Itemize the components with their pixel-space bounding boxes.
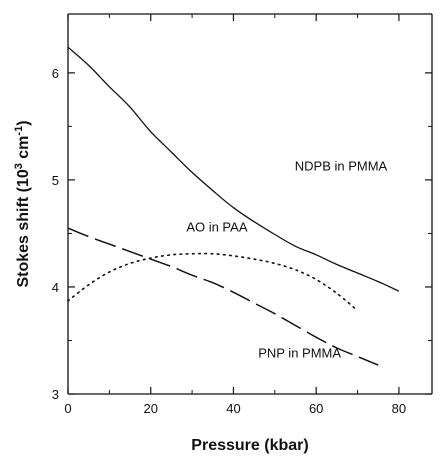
x-axis-title: Pressure (kbar)	[191, 437, 308, 454]
tick-labels: 0 20 40 60 80 3 4 5 6	[52, 66, 406, 416]
y-axis-title-sup2: -1	[13, 126, 25, 136]
x-tick-label: 60	[309, 401, 323, 416]
series-line-pnp-in-pmma	[68, 228, 378, 365]
y-tick-label: 3	[52, 387, 59, 402]
x-tick-label: 80	[392, 401, 406, 416]
y-tick-label: 5	[52, 173, 59, 188]
y-axis-title-mid: cm	[15, 136, 32, 164]
x-tick-label: 40	[226, 401, 240, 416]
y-axis-title-end: )	[15, 120, 32, 125]
axes	[68, 14, 432, 394]
x-tick-label: 20	[143, 401, 157, 416]
y-tick-label: 6	[52, 66, 59, 81]
series-label-ndpb-in-pmma: NDPB in PMMA	[295, 158, 388, 173]
series-label-pnp-in-pmma: PNP in PMMA	[258, 346, 341, 361]
ticks	[68, 14, 432, 394]
y-tick-label: 4	[52, 280, 59, 295]
series-label-ao-in-paa: AO in PAA	[186, 219, 248, 234]
series-lines	[68, 47, 399, 365]
y-axis-title: Stokes shift (103 cm-1)	[13, 120, 32, 287]
x-tick-label: 0	[64, 401, 71, 416]
series-labels: NDPB in PMMA AO in PAA PNP in PMMA	[186, 158, 387, 360]
y-axis-title-main: Stokes shift (10	[15, 169, 32, 287]
